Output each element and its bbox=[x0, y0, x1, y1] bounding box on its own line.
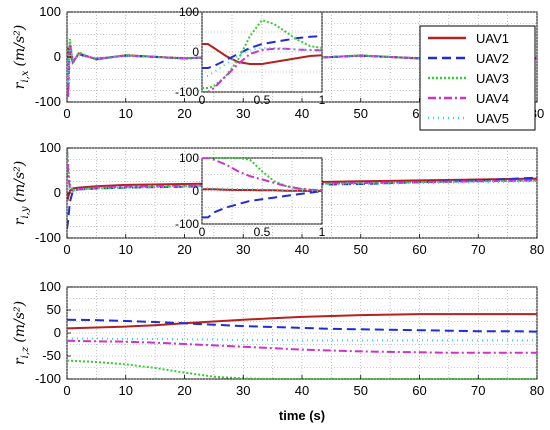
panel-z: 0 10 20 30 40 50 60 70 80 100 50 0 -50 -100 ri,z(m/s… bbox=[12, 279, 544, 423]
series-line-uav4 bbox=[67, 43, 537, 98]
y-tick-label: 100 bbox=[39, 4, 61, 19]
x-tick-label: 70 bbox=[471, 242, 485, 257]
x-tick-label: 10 bbox=[119, 242, 133, 257]
series-line-uav2 bbox=[67, 318, 537, 333]
y-tick-label: -100 bbox=[35, 230, 61, 245]
legend-box bbox=[419, 25, 536, 131]
inset-series-line-uav5 bbox=[202, 187, 322, 192]
legend-label-uav5: UAV5 bbox=[476, 111, 509, 126]
x-tick-label: 20 bbox=[177, 383, 191, 398]
inset-y-tick-label: -100 bbox=[175, 217, 199, 231]
x-tick-label: 0 bbox=[63, 383, 70, 398]
inset-series-line-uav4 bbox=[202, 158, 322, 192]
y-tick-label: -100 bbox=[35, 94, 61, 109]
series-line-uav2 bbox=[67, 176, 537, 230]
y-tick-label: -50 bbox=[42, 348, 61, 363]
y-tick-label: -100 bbox=[35, 371, 61, 386]
series-line-uav5 bbox=[67, 337, 537, 342]
inset-x-tick-label: 0.5 bbox=[254, 225, 271, 239]
legend-label-uav1: UAV1 bbox=[476, 31, 509, 46]
x-tick-label: 10 bbox=[119, 106, 133, 121]
series-line-uav5 bbox=[67, 47, 537, 85]
series-line-uav1 bbox=[67, 177, 537, 202]
x-tick-label: 40 bbox=[295, 242, 309, 257]
y-axis-label-z: ri,z(m/s²) bbox=[12, 301, 31, 365]
y-tick-label: 0 bbox=[54, 49, 61, 64]
inset-y-tick-label: 0 bbox=[192, 45, 199, 59]
x-tick-label: 70 bbox=[471, 383, 485, 398]
inset-x-tick-label: 0 bbox=[199, 93, 206, 107]
inset-series-line-uav1 bbox=[202, 43, 322, 65]
x-tick-label: 50 bbox=[354, 106, 368, 121]
inset-x-tick-label: 0 bbox=[199, 225, 206, 239]
legend-label-uav2: UAV2 bbox=[476, 51, 509, 66]
inset-series-line-uav5 bbox=[202, 47, 322, 77]
x-tick-label: 60 bbox=[412, 383, 426, 398]
x-tick-label: 0 bbox=[63, 106, 70, 121]
x-tick-label: 50 bbox=[354, 383, 368, 398]
x-tick-label: 80 bbox=[530, 242, 544, 257]
inset-x-tick-label: 1 bbox=[319, 225, 326, 239]
inset-y-tick-label: -100 bbox=[175, 85, 199, 99]
x-tick-label: 30 bbox=[236, 106, 250, 121]
inset-y-tick-label: 100 bbox=[179, 151, 199, 165]
x-tick-label: 20 bbox=[177, 106, 191, 121]
inset-x-tick-label: 1 bbox=[319, 93, 326, 107]
y-tick-label: 100 bbox=[39, 140, 61, 155]
inset-series-line-uav3 bbox=[202, 18, 322, 89]
y-tick-label: 100 bbox=[39, 279, 61, 294]
inset-y-tick-label: 0 bbox=[192, 184, 199, 198]
inset-y-tick-label: 100 bbox=[179, 5, 199, 19]
y-axis-label-x: ri,x(m/s²) bbox=[12, 25, 31, 89]
x-tick-label: 30 bbox=[236, 383, 250, 398]
inset-series-line-uav2 bbox=[202, 190, 322, 219]
x-tick-label: 30 bbox=[236, 242, 250, 257]
series-line-uav4 bbox=[67, 339, 537, 354]
x-tick-label: 80 bbox=[530, 383, 544, 398]
x-tick-label: 10 bbox=[119, 383, 133, 398]
inset-series-line-uav2 bbox=[202, 35, 322, 69]
x-tick-label: 40 bbox=[295, 383, 309, 398]
y-tick-label: 0 bbox=[54, 325, 61, 340]
inset-series-line-uav3 bbox=[202, 158, 322, 192]
x-tick-label: 0 bbox=[63, 242, 70, 257]
x-tick-label: 50 bbox=[354, 242, 368, 257]
x-tick-label: 40 bbox=[295, 106, 309, 121]
x-tick-label: 20 bbox=[177, 242, 191, 257]
y-tick-label: 0 bbox=[54, 185, 61, 200]
y-tick-label: 50 bbox=[47, 302, 61, 317]
series-line-uav1 bbox=[67, 313, 537, 330]
legend-label-uav3: UAV3 bbox=[476, 71, 509, 86]
legend: UAV1 UAV2 UAV3 UAV4 UAV5 bbox=[419, 25, 536, 131]
x-tick-label: 60 bbox=[412, 242, 426, 257]
inset-x-tick-label: 0.5 bbox=[254, 93, 271, 107]
y-axis-label-y: ri,y(m/s²) bbox=[12, 161, 31, 225]
legend-label-uav4: UAV4 bbox=[476, 91, 509, 106]
x-axis-label: time (s) bbox=[279, 408, 325, 423]
